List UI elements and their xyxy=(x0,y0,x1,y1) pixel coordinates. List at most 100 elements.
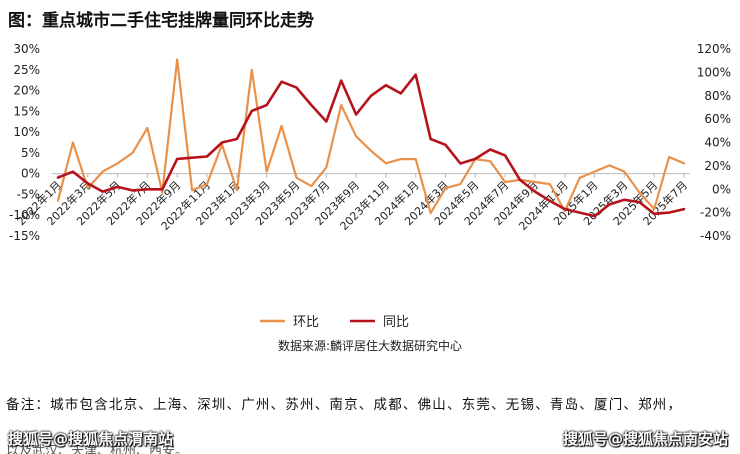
data-point xyxy=(72,170,74,173)
data-point xyxy=(101,170,104,173)
data-point xyxy=(251,110,253,112)
data-point xyxy=(668,211,670,214)
data-point xyxy=(265,104,268,106)
data-point xyxy=(623,199,626,201)
series-mom xyxy=(56,58,686,215)
data-point xyxy=(146,127,149,129)
data-point xyxy=(87,187,89,189)
data-point xyxy=(444,144,447,146)
data-point xyxy=(236,189,238,192)
data-point xyxy=(578,177,581,179)
data-point xyxy=(161,188,164,191)
data-point xyxy=(385,84,387,86)
data-point xyxy=(57,176,59,179)
data-source: 数据来源:麟评居住大数据研究中心 xyxy=(277,339,463,353)
data-point xyxy=(400,92,402,95)
data-point xyxy=(489,160,492,162)
data-point xyxy=(131,189,134,192)
data-point xyxy=(549,183,551,185)
data-point xyxy=(280,80,283,83)
footnote: 备注：城市包含北京、上海、深圳、广州、苏州、南京、成都、佛山、东莞、无锡、青岛、… xyxy=(6,397,683,413)
data-point xyxy=(593,215,596,217)
data-point xyxy=(176,158,178,160)
data-point xyxy=(355,135,357,138)
data-point xyxy=(206,155,208,158)
data-point xyxy=(310,104,313,106)
data-point xyxy=(325,120,328,123)
right-y-tick-label: 0% xyxy=(712,182,731,196)
left-y-tick-label: -15% xyxy=(9,229,40,243)
data-point xyxy=(578,211,581,214)
data-point xyxy=(504,181,506,183)
data-point xyxy=(564,208,566,210)
data-point xyxy=(310,185,313,187)
data-point xyxy=(72,141,74,144)
data-point xyxy=(295,177,298,179)
data-point xyxy=(504,154,506,157)
data-point xyxy=(444,187,447,189)
data-point xyxy=(638,191,641,194)
data-point xyxy=(57,199,59,202)
data-point xyxy=(206,183,208,185)
data-point xyxy=(221,141,223,144)
footnote-continued: 以及武汉、天津、杭州、西安。 xyxy=(6,444,189,454)
data-point xyxy=(176,58,178,61)
legend-yoy-label: 同比 xyxy=(383,315,409,330)
right-y-tick-label: 60% xyxy=(704,112,731,126)
data-point xyxy=(251,69,253,71)
data-point xyxy=(414,158,417,160)
data-point xyxy=(370,150,372,152)
watermark-left: 搜狐号@搜狐焦点渭南站 xyxy=(8,430,174,448)
left-y-tick-label: 10% xyxy=(13,125,40,139)
data-point xyxy=(325,166,328,169)
data-point xyxy=(593,170,596,173)
left-y-tick-label: 5% xyxy=(21,146,40,160)
right-y-axis-ticks: 120% 100% 80% 60% 40% 20% 0% -20% -40% xyxy=(697,42,731,243)
data-point xyxy=(653,213,655,215)
legend: 环比 同比 xyxy=(260,315,409,330)
data-point xyxy=(146,188,149,191)
left-y-tick-label: 0% xyxy=(21,167,40,181)
data-point xyxy=(608,164,611,167)
data-point xyxy=(295,86,298,89)
data-point xyxy=(280,125,283,127)
left-y-axis-ticks: 30% 25% 20% 15% 10% 5% 0% -5% -10% -15% xyxy=(9,42,40,243)
data-point xyxy=(191,189,193,192)
left-y-tick-label: -10% xyxy=(9,208,40,222)
data-point xyxy=(459,183,462,185)
chart-title: 图：重点城市二手住宅挂牌量同环比走势 xyxy=(8,11,314,31)
data-point xyxy=(370,95,372,97)
series-yoy xyxy=(56,73,686,218)
data-point xyxy=(101,190,104,193)
data-point xyxy=(414,73,417,76)
data-point xyxy=(534,190,536,193)
data-point xyxy=(116,162,119,165)
data-point xyxy=(236,138,238,140)
data-point xyxy=(668,156,670,158)
data-point xyxy=(638,201,641,203)
right-y-tick-label: 20% xyxy=(704,159,731,173)
data-point xyxy=(459,162,462,165)
left-y-tick-label: 20% xyxy=(13,84,40,98)
x-axis-ticks: 2022年1月2022年3月2022年5月2022年7月2022年9月2022年… xyxy=(14,173,690,233)
data-point xyxy=(340,79,343,82)
right-y-tick-label: 120% xyxy=(697,42,731,56)
data-point xyxy=(191,156,193,159)
data-point xyxy=(131,152,134,154)
data-point xyxy=(400,158,402,160)
data-point xyxy=(385,162,387,165)
data-point xyxy=(161,191,164,194)
data-point xyxy=(564,210,566,212)
data-point xyxy=(623,170,626,173)
left-y-tick-label: 25% xyxy=(13,63,40,77)
data-point xyxy=(519,179,521,181)
data-point xyxy=(429,138,432,140)
data-point xyxy=(653,208,655,210)
data-point xyxy=(355,113,357,116)
right-y-tick-label: -20% xyxy=(700,206,731,220)
watermark-right: 搜狐号@搜狐焦点南安站 xyxy=(562,430,728,448)
left-y-tick-label: 30% xyxy=(13,42,40,56)
left-y-tick-label: 15% xyxy=(13,104,40,118)
data-point xyxy=(87,182,89,185)
data-point xyxy=(683,208,685,210)
